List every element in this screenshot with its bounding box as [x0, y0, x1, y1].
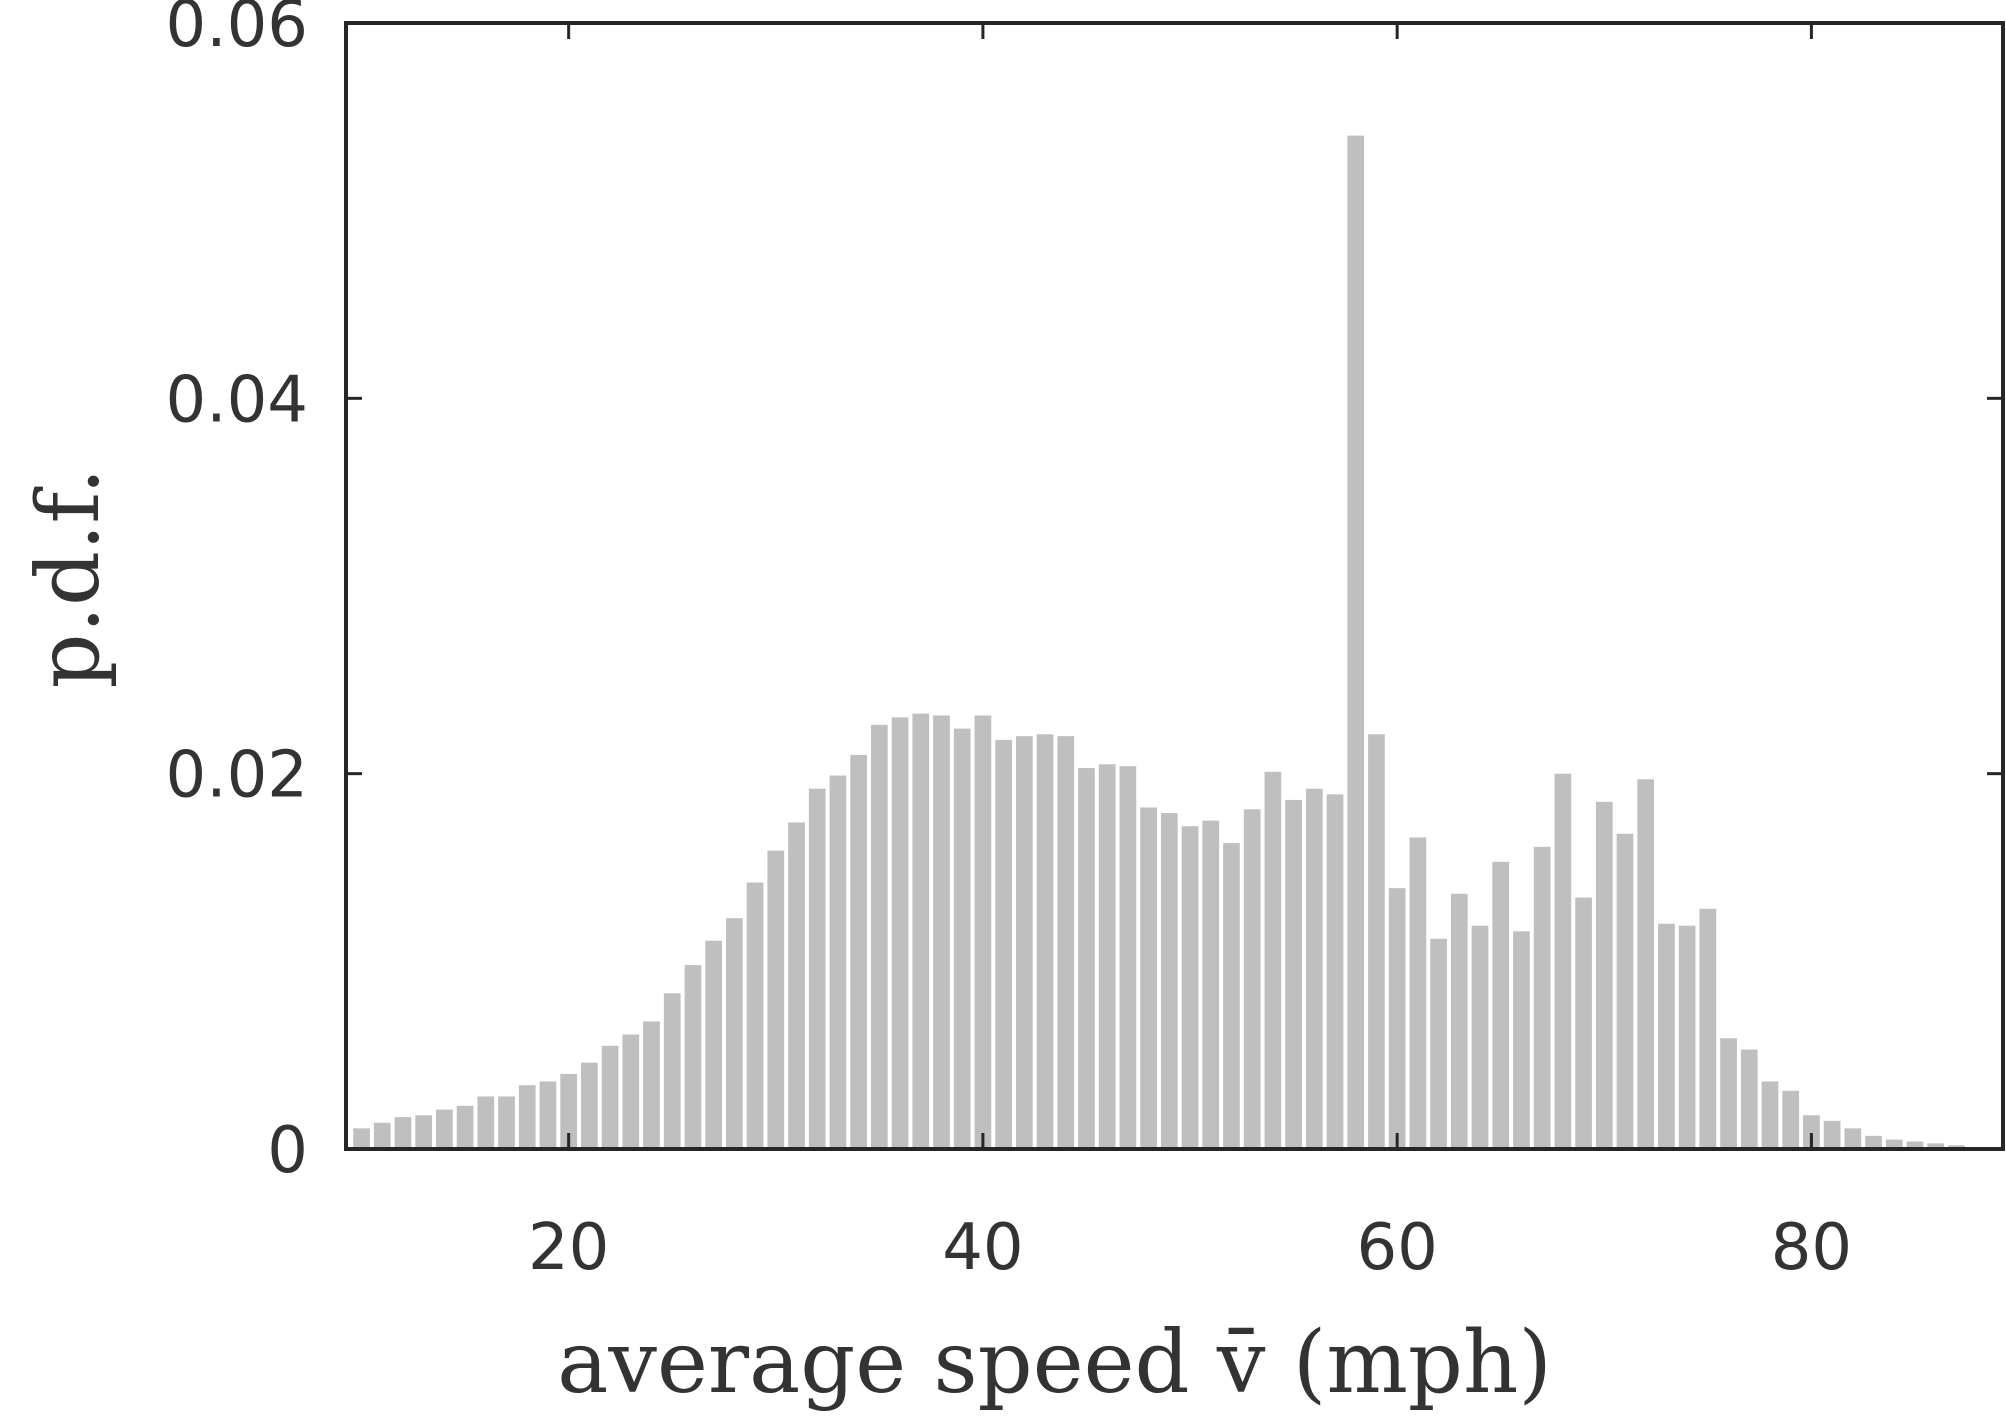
- histogram-bar: [1865, 1135, 1882, 1149]
- histogram-bar: [684, 965, 702, 1149]
- histogram-bar: [1823, 1120, 1841, 1149]
- histogram-bar: [953, 728, 971, 1149]
- y-axis-title: p.d.f.: [19, 468, 119, 689]
- histogram-bar: [808, 788, 826, 1149]
- histogram-bar: [415, 1115, 433, 1149]
- histogram-bar: [1678, 925, 1696, 1149]
- histogram-bar: [1616, 833, 1634, 1149]
- histogram-bar: [1202, 820, 1220, 1149]
- histogram-bar: [1223, 843, 1240, 1149]
- histogram-bar: [1492, 861, 1510, 1149]
- histogram-bar: [870, 724, 888, 1149]
- histogram-bar: [373, 1122, 391, 1149]
- histogram-bar: [1119, 766, 1137, 1149]
- histogram-bar: [1720, 1038, 1737, 1149]
- histogram-bar: [1326, 794, 1344, 1149]
- histogram-bar: [1015, 736, 1033, 1149]
- y-tick-label: 0: [267, 1114, 308, 1188]
- histogram-bar: [1885, 1139, 1903, 1149]
- x-tick-label: 20: [528, 1211, 609, 1285]
- histogram-bar: [1927, 1143, 1945, 1149]
- x-axis-title: average speed v̄ (mph): [557, 1313, 1552, 1413]
- histogram-bar: [601, 1045, 619, 1149]
- histogram-bar: [1057, 736, 1075, 1149]
- histogram-bar: [746, 882, 764, 1149]
- bars-group: [353, 135, 1986, 1150]
- histogram-bar: [1078, 768, 1095, 1149]
- histogram-bar: [912, 713, 930, 1149]
- histogram-bar: [1264, 771, 1282, 1149]
- histogram-bar: [1658, 923, 1675, 1149]
- histogram-bar: [1098, 764, 1116, 1149]
- histogram-bar: [1844, 1128, 1862, 1149]
- histogram-bar: [891, 717, 909, 1149]
- histogram-bar: [1450, 893, 1468, 1149]
- histogram-bar: [1761, 1081, 1779, 1149]
- histogram-bar: [539, 1081, 557, 1149]
- histogram-bar: [1471, 925, 1489, 1149]
- histogram-bar: [1036, 734, 1054, 1149]
- histogram-bar: [643, 1021, 660, 1149]
- histogram-bar: [1347, 135, 1365, 1150]
- x-tick-label: 60: [1356, 1211, 1437, 1285]
- histogram-bar: [436, 1109, 453, 1149]
- histogram-bar: [933, 715, 950, 1149]
- histogram-bar: [477, 1096, 495, 1149]
- histogram-bar: [1140, 807, 1157, 1149]
- histogram-bar: [581, 1062, 598, 1149]
- histogram-bar: [1740, 1049, 1758, 1149]
- histogram-bar: [788, 822, 805, 1149]
- histogram-bar: [1368, 734, 1385, 1149]
- histogram-bar: [1181, 826, 1199, 1149]
- histogram-bar: [560, 1073, 578, 1149]
- histogram-bar: [829, 775, 847, 1149]
- histogram-bar: [394, 1117, 412, 1149]
- tick-marks: [346, 21, 2003, 1151]
- histogram-bar: [1782, 1090, 1800, 1149]
- histogram-bar: [1699, 908, 1717, 1149]
- histogram-bar: [1533, 846, 1551, 1149]
- histogram-bar: [1285, 799, 1302, 1149]
- histogram-bar: [622, 1034, 640, 1149]
- histogram-bar: [995, 739, 1012, 1149]
- y-tick-label: 0.04: [166, 363, 309, 437]
- histogram-bar: [1409, 837, 1427, 1149]
- histogram-bar: [1554, 773, 1572, 1149]
- x-tick-labels: 20 40 60 80: [528, 1211, 1852, 1285]
- histogram-bar: [456, 1105, 474, 1149]
- histogram-bar: [767, 850, 785, 1149]
- histogram-bar: [498, 1096, 515, 1149]
- histogram-bar: [518, 1085, 536, 1149]
- histogram-bar: [1305, 788, 1323, 1149]
- histogram-bar: [705, 940, 722, 1149]
- histogram-bar: [726, 918, 743, 1149]
- histogram-bar: [1243, 809, 1261, 1149]
- histogram-bar: [1575, 897, 1592, 1149]
- histogram-bar: [1388, 888, 1406, 1149]
- x-tick-label: 80: [1771, 1211, 1852, 1285]
- histogram-bar: [1637, 779, 1655, 1149]
- y-tick-label: 0.06: [166, 0, 309, 62]
- histogram-bar: [663, 993, 681, 1149]
- histogram-bar: [974, 715, 992, 1149]
- histogram-bar: [850, 754, 867, 1149]
- x-tick-label: 40: [942, 1211, 1023, 1285]
- histogram-bar: [353, 1128, 370, 1149]
- histogram-bar: [1906, 1141, 1924, 1149]
- histogram-bar: [1803, 1115, 1820, 1149]
- histogram-bar: [1513, 931, 1530, 1149]
- histogram-bar: [1430, 938, 1447, 1149]
- y-tick-labels: 0 0.02 0.04 0.06: [166, 0, 309, 1188]
- histogram-bar: [1595, 801, 1613, 1149]
- y-tick-label: 0.02: [166, 739, 309, 813]
- histogram-bar: [1160, 813, 1178, 1149]
- plot-area-frame: [344, 21, 2005, 1151]
